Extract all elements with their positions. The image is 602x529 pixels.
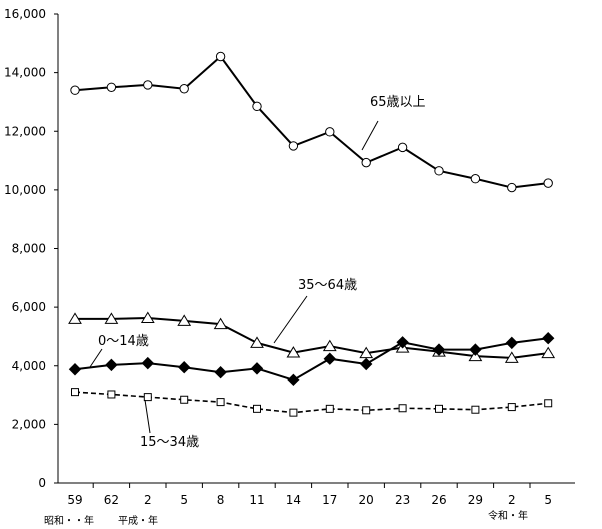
x-tick-label: 14 bbox=[286, 493, 301, 507]
data-point bbox=[216, 398, 225, 407]
data-point bbox=[359, 357, 373, 371]
y-tick-label: 14,000 bbox=[4, 66, 46, 80]
data-point bbox=[325, 404, 334, 413]
data-point bbox=[68, 363, 82, 376]
data-point bbox=[214, 365, 227, 379]
data-point bbox=[507, 403, 516, 412]
data-point bbox=[252, 101, 262, 112]
x-tick-label: 26 bbox=[431, 493, 446, 507]
era-label-reiwa: 令和・年 bbox=[488, 509, 528, 522]
x-tick-label: 2 bbox=[144, 493, 152, 507]
data-point bbox=[543, 178, 553, 188]
y-tick-label: 16,000 bbox=[4, 7, 46, 21]
label-35-64: 35～64歳 bbox=[298, 278, 357, 293]
data-point bbox=[359, 346, 374, 359]
data-point bbox=[434, 166, 444, 176]
leader-65-over bbox=[361, 120, 379, 151]
data-point bbox=[396, 336, 409, 349]
series-layer bbox=[68, 51, 556, 417]
data-point bbox=[213, 317, 228, 330]
x-tick-label: 29 bbox=[468, 493, 483, 507]
data-point bbox=[287, 373, 300, 387]
series-line bbox=[74, 391, 549, 414]
data-point bbox=[432, 343, 446, 356]
data-point bbox=[286, 346, 301, 358]
data-point bbox=[143, 80, 153, 90]
data-point bbox=[68, 312, 82, 324]
data-point bbox=[435, 404, 443, 413]
leader-15-34 bbox=[144, 399, 151, 434]
y-tick-label: 4,000 bbox=[12, 359, 46, 373]
data-point bbox=[143, 393, 152, 402]
x-tick-label: 11 bbox=[249, 493, 264, 507]
data-point bbox=[179, 84, 189, 94]
data-point bbox=[107, 390, 116, 399]
label-15-34: 15～34歳 bbox=[140, 435, 199, 450]
data-point bbox=[471, 405, 480, 414]
data-point bbox=[504, 351, 519, 363]
plot-area bbox=[57, 14, 575, 484]
x-tick-label: 5 bbox=[544, 493, 552, 507]
y-tick-label: 10,000 bbox=[4, 183, 46, 197]
y-tick-label: 8,000 bbox=[12, 242, 46, 256]
data-point bbox=[469, 343, 482, 356]
data-point bbox=[250, 362, 264, 375]
data-point bbox=[362, 406, 371, 415]
x-axis-ticks: 59 62 2 5 8 11 14 17 20 23 26 29 2 5 bbox=[67, 483, 552, 507]
data-point bbox=[541, 346, 556, 359]
data-point bbox=[361, 157, 371, 168]
data-point bbox=[541, 331, 555, 345]
data-point bbox=[505, 336, 519, 350]
y-tick-label: 6,000 bbox=[12, 300, 46, 314]
era-label-heisei: 平成・年 bbox=[118, 514, 158, 527]
y-axis-ticks: 0 2,000 4,000 6,000 8,000 10,000 12,000 14,000 1… bbox=[4, 7, 58, 490]
label-65-over: 65歳以上 bbox=[370, 95, 426, 110]
data-point bbox=[180, 395, 189, 404]
x-tick-label: 5 bbox=[180, 493, 188, 507]
data-point bbox=[288, 141, 299, 151]
data-point bbox=[70, 85, 80, 95]
data-point bbox=[71, 388, 79, 397]
data-point bbox=[507, 182, 517, 193]
series-line bbox=[74, 55, 549, 189]
x-tick-label: 8 bbox=[217, 493, 225, 507]
x-tick-label: 2 bbox=[508, 493, 516, 507]
data-point bbox=[544, 399, 553, 408]
data-point bbox=[398, 404, 407, 413]
data-point bbox=[289, 408, 298, 417]
data-point bbox=[250, 336, 264, 348]
x-tick-label: 62 bbox=[104, 493, 119, 507]
era-label-showa: 昭和・・年 bbox=[44, 514, 94, 527]
x-tick-label: 59 bbox=[67, 493, 82, 507]
y-tick-label: 12,000 bbox=[4, 124, 46, 138]
label-0-14: 0～14歳 bbox=[98, 334, 149, 349]
x-tick-label: 17 bbox=[322, 493, 337, 507]
series-line bbox=[75, 316, 549, 359]
data-point bbox=[177, 361, 191, 374]
x-tick-label: 23 bbox=[395, 493, 410, 507]
leader-35-64 bbox=[273, 295, 308, 344]
x-tick-label: 20 bbox=[359, 493, 374, 507]
data-point bbox=[140, 311, 155, 323]
y-tick-label: 0 bbox=[38, 476, 46, 490]
data-point bbox=[106, 82, 117, 92]
data-point bbox=[253, 404, 261, 413]
data-point bbox=[177, 314, 192, 326]
data-point bbox=[323, 352, 337, 365]
era-labels: 昭和・・年 平成・年 令和・年 bbox=[44, 509, 528, 527]
data-point bbox=[215, 51, 226, 62]
data-point bbox=[470, 174, 481, 184]
data-point bbox=[325, 127, 335, 137]
series-annotations: 65歳以上 35～64歳 0～14歳 15～34歳 bbox=[89, 95, 426, 450]
data-point bbox=[141, 356, 155, 370]
data-point bbox=[104, 312, 119, 324]
data-point bbox=[322, 339, 337, 352]
leader-0-14 bbox=[89, 348, 103, 368]
data-point bbox=[105, 358, 118, 372]
data-point bbox=[397, 142, 408, 153]
y-tick-label: 2,000 bbox=[12, 417, 46, 431]
